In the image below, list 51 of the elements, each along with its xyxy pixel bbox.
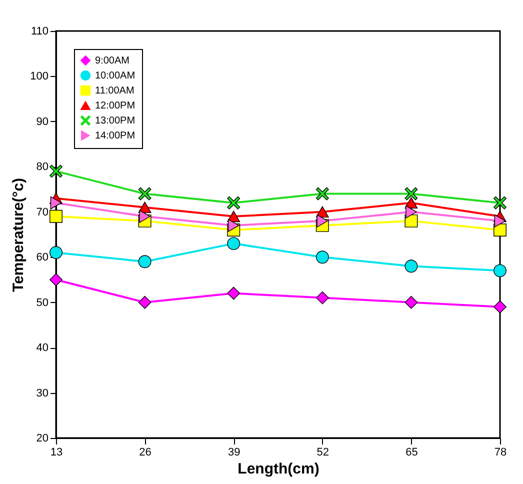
y-tick-label: 20 [36,432,48,444]
point [494,196,506,210]
x-axis-title: Length(cm) [238,460,320,478]
y-axis-title: Temperature(°c) [10,178,28,292]
point [139,210,150,223]
y-tick-label: 110 [30,26,48,38]
point [316,250,329,264]
point [138,255,152,268]
point [50,210,62,223]
y-tick-label: 50 [36,296,48,309]
point [316,291,329,304]
legend-label: 14:00PM [95,130,136,142]
point [404,260,418,273]
x-tick-label: 39 [228,446,240,458]
x-tick-label: 52 [316,446,330,458]
x-tick-label: 78 [494,446,507,458]
y-tick-label: 60 [36,252,48,264]
y-tick-label: 30 [36,387,48,400]
legend-label: 13:00PM [95,116,136,126]
point [138,187,152,200]
point [316,187,329,200]
point [494,264,506,278]
point [138,296,152,309]
point [50,246,62,260]
legend-label: 9:00AM [95,56,130,66]
legend-label: 10:00AM [95,70,136,82]
point [50,273,62,286]
x-tick-label: 26 [139,446,152,458]
legend-label: 11:00AM [95,86,134,96]
point [406,205,417,218]
point [494,214,506,228]
point [316,214,328,228]
y-tick-label: 70 [36,206,48,218]
point [227,237,240,250]
point [50,164,62,178]
y-tick-label: 100 [30,70,48,83]
point [227,196,240,210]
point [227,286,240,300]
point [50,196,62,210]
point [404,187,418,200]
y-tick-label: 80 [36,161,48,174]
point [404,296,418,309]
legend-label: 12:00PM [95,100,136,112]
point [404,214,418,228]
point [228,218,240,232]
point [494,224,506,236]
y-tick-label: 40 [36,342,48,354]
x-tick-label: 13 [50,446,63,458]
point [494,300,506,314]
y-tick-label: 90 [36,116,48,128]
x-tick-label: 65 [406,446,418,458]
